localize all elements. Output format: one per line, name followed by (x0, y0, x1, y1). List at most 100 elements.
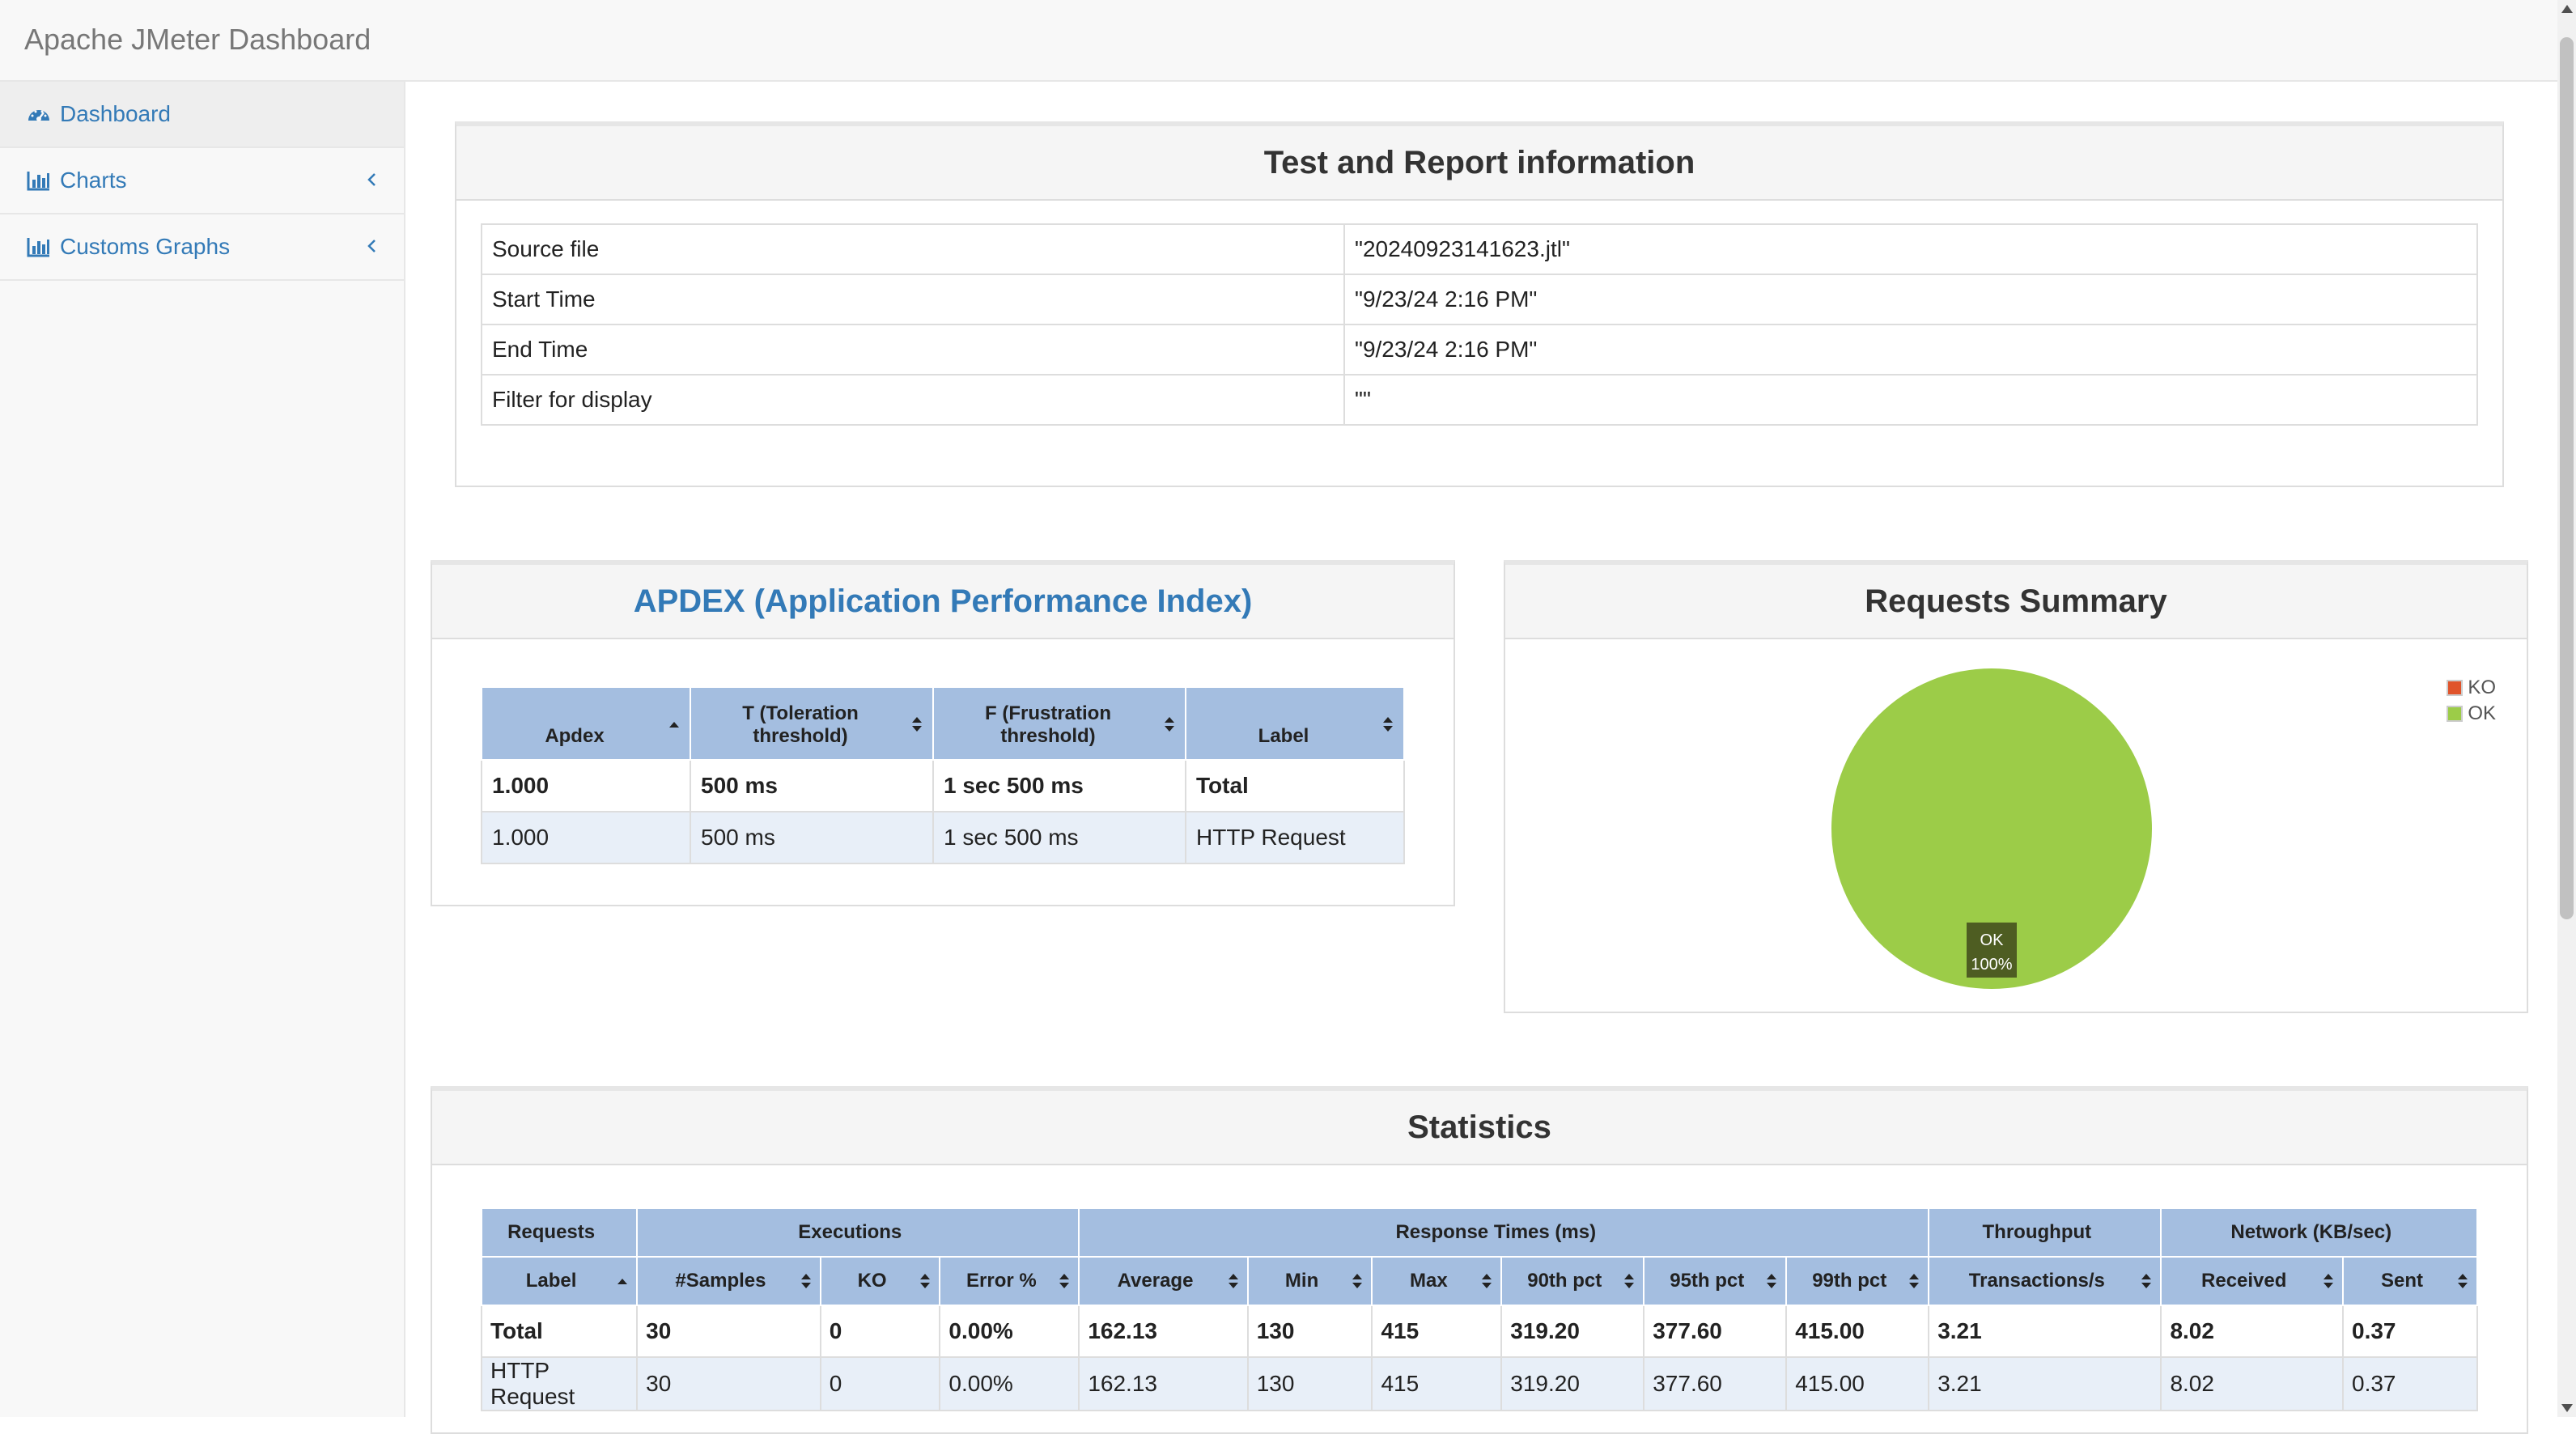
table-cell: 415 (1371, 1356, 1503, 1411)
group-header-requests: Requests (480, 1207, 639, 1258)
group-header-throughput: Throughput (1928, 1207, 2162, 1258)
column-header[interactable]: Received (2160, 1256, 2344, 1306)
apdex-table: Apdex T (Toleration threshold) F (Frustr… (481, 686, 1405, 864)
column-header-apdex[interactable]: Apdex (481, 686, 691, 761)
requests-summary-panel: Requests Summary OK 100% KO OK (1504, 560, 2528, 1013)
group-header-row: Requests Executions Response Times (ms) … (480, 1207, 2478, 1258)
table-cell: 415 (1371, 1305, 1503, 1358)
info-key: Start Time (481, 274, 1345, 325)
column-header[interactable]: Sent (2342, 1256, 2478, 1306)
column-header[interactable]: #Samples (636, 1256, 821, 1306)
sidebar-item-charts[interactable]: Charts (0, 148, 404, 214)
table-cell: 30 (636, 1356, 821, 1411)
table-cell: 0 (819, 1305, 941, 1358)
table-cell: 377.60 (1643, 1305, 1788, 1358)
sort-icon (912, 717, 922, 732)
sort-icon (920, 1274, 931, 1288)
column-header[interactable]: 99th pct (1785, 1256, 1930, 1306)
table-cell: HTTP Request (1185, 811, 1405, 864)
bar-chart-icon (27, 238, 49, 257)
info-key: End Time (481, 324, 1345, 375)
column-header[interactable]: KO (819, 1256, 941, 1306)
legend-item-ko[interactable]: KO (2447, 675, 2496, 701)
panel-title: Statistics (432, 1091, 2527, 1165)
legend-item-ok[interactable]: OK (2447, 701, 2496, 727)
column-header[interactable]: Error % (939, 1256, 1080, 1306)
group-header-response-times: Response Times (ms) (1078, 1207, 1930, 1258)
sort-icon (1909, 1274, 1920, 1288)
table-cell: 1.000 (481, 759, 691, 812)
pie-slice-label: OK 100% (1967, 923, 2017, 978)
legend-swatch (2447, 680, 2464, 696)
sort-icon (800, 1274, 811, 1288)
table-cell: 130 (1246, 1305, 1373, 1358)
sort-icon (2141, 1274, 2152, 1288)
table-row: Total 30 0 0.00% 162.13 130 415 319.20 377.60 415… (480, 1305, 2478, 1358)
scroll-up-arrow[interactable] (2561, 5, 2573, 13)
table-cell: 500 ms (690, 811, 934, 864)
pie-chart: OK 100% (1831, 668, 2152, 989)
chart-legend: KO OK (2447, 675, 2496, 727)
info-table: Source file "20240923141623.jtl" Start T… (481, 223, 2478, 426)
column-header-label[interactable]: Label (1185, 686, 1405, 761)
bar-chart-icon (27, 172, 49, 191)
table-cell: 1.000 (481, 811, 691, 864)
panel-title[interactable]: APDEX (Application Performance Index) (432, 565, 1454, 639)
table-cell: 377.60 (1643, 1356, 1788, 1411)
table-row: HTTP Request 30 0 0.00% 162.13 130 415 319.20 37… (480, 1356, 2478, 1411)
legend-swatch (2447, 706, 2464, 722)
table-cell: 162.13 (1078, 1356, 1249, 1411)
slice-label-percent: 100% (1971, 956, 2012, 974)
table-cell: 130 (1246, 1356, 1373, 1411)
table-row: 1.000 500 ms 1 sec 500 ms Total (481, 759, 1405, 812)
table-cell: 0.37 (2342, 1356, 2478, 1411)
sidebar-item-dashboard[interactable]: Dashboard (0, 82, 404, 148)
panel-title: Test and Report information (456, 126, 2502, 201)
column-header[interactable]: Min (1246, 1256, 1373, 1306)
slice-label-name: OK (1980, 931, 2005, 949)
sort-icon (1228, 1274, 1238, 1288)
pie-slice-ok[interactable] (1831, 668, 2152, 989)
table-cell: 500 ms (690, 759, 934, 812)
page-scrollbar[interactable] (2557, 0, 2576, 1417)
table-cell: 1 sec 500 ms (932, 759, 1186, 812)
sidebar-item-label: Dashboard (60, 101, 171, 126)
sort-icon (1352, 1274, 1363, 1288)
chevron-left-icon[interactable] (363, 232, 380, 260)
table-cell: 3.21 (1928, 1305, 2162, 1358)
table-cell: 162.13 (1078, 1305, 1249, 1358)
table-cell: 0.00% (939, 1305, 1080, 1358)
app-brand[interactable]: Apache JMeter Dashboard (24, 23, 371, 56)
sort-icon (2323, 1274, 2333, 1288)
sort-icon (1383, 717, 1393, 732)
info-value: "9/23/24 2:16 PM" (1343, 274, 2478, 325)
table-cell: 8.02 (2160, 1356, 2344, 1411)
table-row: Start Time "9/23/24 2:16 PM" (481, 274, 2478, 325)
table-cell: Total (1185, 759, 1405, 812)
sidebar: Dashboard Charts Customs Graphs (0, 82, 405, 1417)
column-header-toleration[interactable]: T (Toleration threshold) (690, 686, 934, 761)
sort-ascending-icon (617, 1279, 628, 1284)
column-header[interactable]: Label (480, 1256, 639, 1306)
sidebar-item-customs-graphs[interactable]: Customs Graphs (0, 214, 404, 281)
table-cell: 415.00 (1785, 1305, 1930, 1358)
column-header[interactable]: 95th pct (1643, 1256, 1788, 1306)
sidebar-item-label: Customs Graphs (60, 234, 231, 259)
column-header[interactable]: 90th pct (1500, 1256, 1645, 1306)
table-cell: 0 (819, 1356, 941, 1411)
dashboard-icon (28, 110, 49, 121)
table-cell: 319.20 (1500, 1305, 1645, 1358)
chevron-left-icon[interactable] (363, 166, 380, 193)
scrollbar-thumb[interactable] (2560, 37, 2574, 919)
column-header[interactable]: Max (1371, 1256, 1503, 1306)
column-header-frustration[interactable]: F (Frustration threshold) (932, 686, 1186, 761)
scroll-down-arrow[interactable] (2561, 1404, 2573, 1412)
panel-title: Requests Summary (1505, 565, 2527, 639)
table-cell: Total (480, 1305, 639, 1358)
apdex-panel: APDEX (Application Performance Index) Ap… (431, 560, 1455, 906)
table-cell: 319.20 (1500, 1356, 1645, 1411)
info-key: Source file (481, 223, 1345, 275)
table-row: Filter for display "" (481, 374, 2478, 426)
column-header[interactable]: Average (1078, 1256, 1249, 1306)
column-header[interactable]: Transactions/s (1928, 1256, 2162, 1306)
